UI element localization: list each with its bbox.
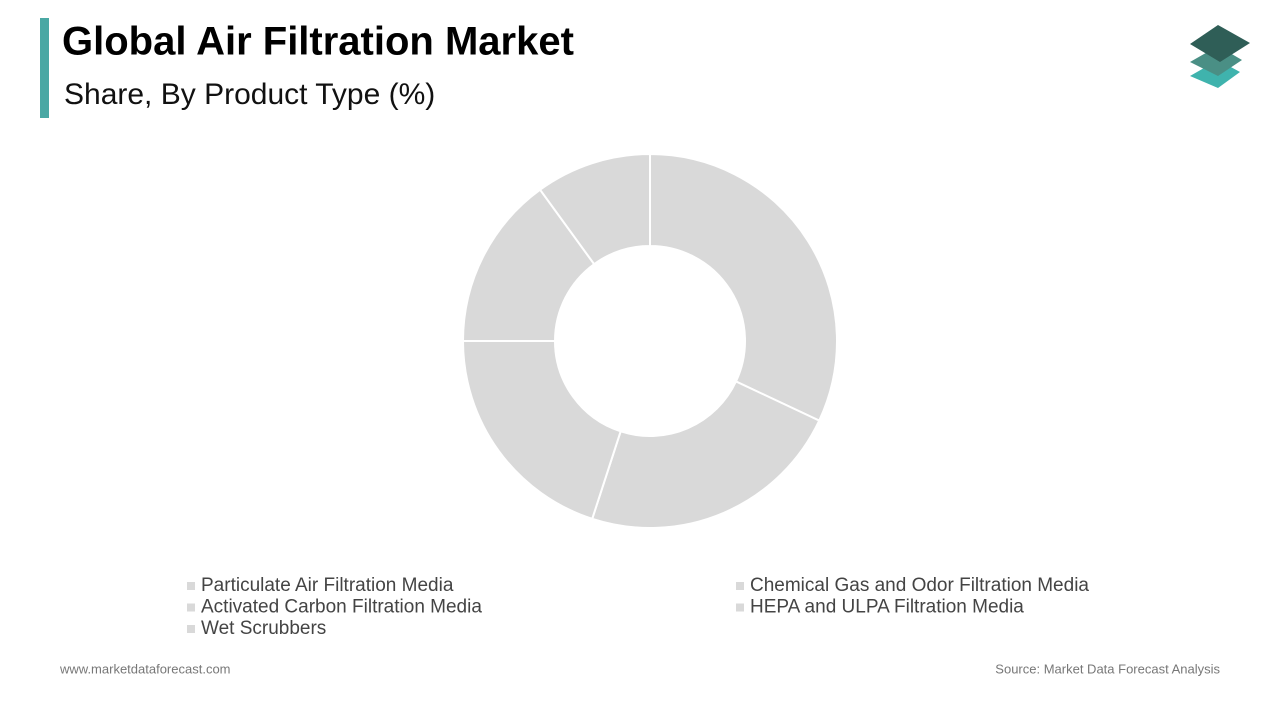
legend-swatch (187, 603, 195, 612)
legend-swatch (187, 625, 195, 633)
chart-subtitle: Share, By Product Type (%) (64, 78, 435, 111)
donut-segment (461, 340, 622, 521)
legend-label: Particulate Air Filtration Media (201, 575, 454, 596)
chart-title: Global Air Filtration Market (62, 20, 574, 64)
donut-segment (649, 152, 838, 422)
legend-label: Activated Carbon Filtration Media (201, 597, 482, 618)
legend-swatch (736, 582, 744, 590)
source: Source: Market Data Forecast Analysis (995, 661, 1220, 676)
legend-label: HEPA and ULPA Filtration Media (750, 597, 1024, 618)
legend-label: Chemical Gas and Odor Filtration Media (750, 575, 1089, 596)
donut-segment (590, 380, 821, 529)
legend-swatch (736, 603, 744, 612)
donut-segment (538, 152, 651, 266)
website: www.marketdataforecast.com (59, 661, 231, 676)
logo (1190, 25, 1250, 88)
legend-swatch (187, 582, 195, 590)
legend-label: Wet Scrubbers (201, 618, 326, 639)
accent-bar (40, 18, 49, 118)
